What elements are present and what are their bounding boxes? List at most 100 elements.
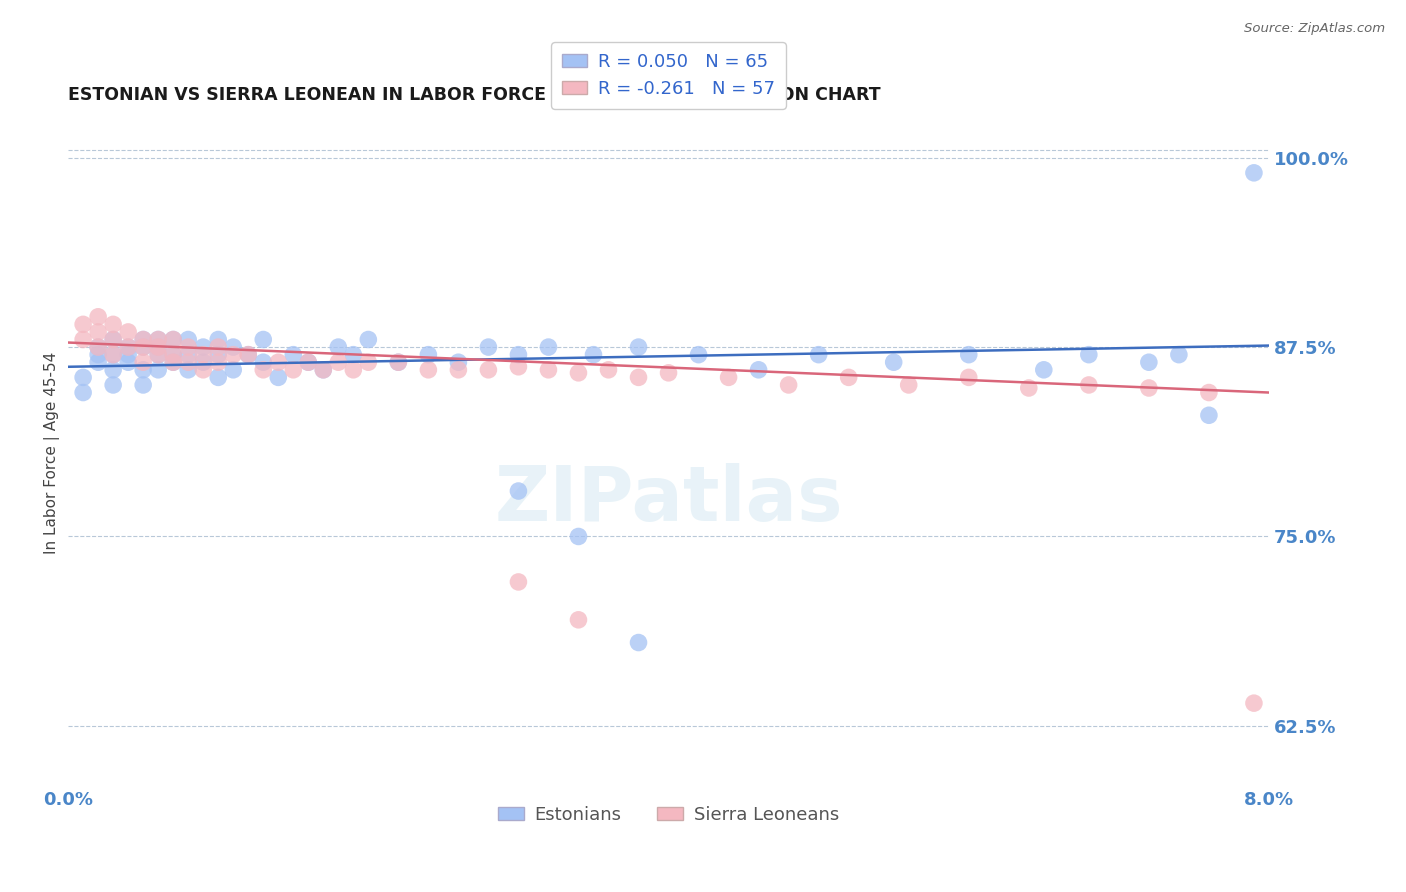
Point xyxy=(1243,166,1265,180)
Point xyxy=(1198,385,1220,400)
Point xyxy=(87,325,110,339)
Point xyxy=(1167,348,1189,362)
Point xyxy=(162,355,184,369)
Point xyxy=(297,355,319,369)
Point xyxy=(193,348,215,362)
Point xyxy=(101,333,124,347)
Point xyxy=(87,340,110,354)
Point xyxy=(162,348,184,362)
Point xyxy=(357,333,380,347)
Point xyxy=(357,355,380,369)
Point xyxy=(222,363,245,377)
Point xyxy=(148,333,170,347)
Point xyxy=(838,370,860,384)
Point xyxy=(148,363,170,377)
Point xyxy=(148,333,170,347)
Point xyxy=(117,340,139,354)
Point xyxy=(1198,409,1220,423)
Point xyxy=(717,370,740,384)
Text: ZIPatlas: ZIPatlas xyxy=(495,463,842,537)
Point xyxy=(117,355,139,369)
Point xyxy=(297,355,319,369)
Point xyxy=(447,363,470,377)
Point xyxy=(132,333,155,347)
Point xyxy=(1077,348,1099,362)
Point xyxy=(508,348,530,362)
Point xyxy=(567,529,589,543)
Point xyxy=(957,370,980,384)
Point xyxy=(177,363,200,377)
Point xyxy=(72,333,94,347)
Point xyxy=(387,355,409,369)
Point xyxy=(132,340,155,354)
Point xyxy=(177,348,200,362)
Point xyxy=(957,348,980,362)
Point xyxy=(328,355,350,369)
Point xyxy=(207,340,229,354)
Point xyxy=(87,355,110,369)
Point xyxy=(598,363,620,377)
Point xyxy=(132,363,155,377)
Point xyxy=(101,363,124,377)
Point xyxy=(1077,378,1099,392)
Legend: Estonians, Sierra Leoneans: Estonians, Sierra Leoneans xyxy=(491,798,846,830)
Point xyxy=(72,370,94,384)
Point xyxy=(132,340,155,354)
Point xyxy=(418,363,440,377)
Point xyxy=(207,355,229,369)
Point xyxy=(252,333,274,347)
Point xyxy=(193,340,215,354)
Point xyxy=(72,318,94,332)
Point xyxy=(222,348,245,362)
Point xyxy=(627,370,650,384)
Point xyxy=(132,333,155,347)
Point xyxy=(537,340,560,354)
Point xyxy=(193,355,215,369)
Text: Source: ZipAtlas.com: Source: ZipAtlas.com xyxy=(1244,22,1385,36)
Point xyxy=(117,340,139,354)
Point xyxy=(117,325,139,339)
Point xyxy=(627,635,650,649)
Point xyxy=(101,318,124,332)
Point xyxy=(101,348,124,362)
Point xyxy=(238,348,260,362)
Point xyxy=(312,363,335,377)
Point xyxy=(193,363,215,377)
Y-axis label: In Labor Force | Age 45-54: In Labor Force | Age 45-54 xyxy=(44,352,60,554)
Point xyxy=(387,355,409,369)
Point xyxy=(328,340,350,354)
Point xyxy=(807,348,830,362)
Point xyxy=(627,340,650,354)
Point xyxy=(508,574,530,589)
Point xyxy=(132,355,155,369)
Point xyxy=(567,613,589,627)
Point xyxy=(238,348,260,362)
Point xyxy=(177,340,200,354)
Point xyxy=(101,333,124,347)
Point xyxy=(148,340,170,354)
Point xyxy=(87,348,110,362)
Point xyxy=(72,385,94,400)
Point xyxy=(1018,381,1040,395)
Point xyxy=(207,348,229,362)
Point xyxy=(312,363,335,377)
Point xyxy=(101,378,124,392)
Point xyxy=(883,355,905,369)
Point xyxy=(87,310,110,324)
Point xyxy=(537,363,560,377)
Point xyxy=(283,363,305,377)
Point xyxy=(342,363,364,377)
Point xyxy=(252,355,274,369)
Point xyxy=(567,366,589,380)
Point xyxy=(418,348,440,362)
Point xyxy=(148,340,170,354)
Point xyxy=(162,333,184,347)
Point xyxy=(117,348,139,362)
Point xyxy=(748,363,770,377)
Point xyxy=(162,333,184,347)
Point xyxy=(162,355,184,369)
Point xyxy=(1032,363,1054,377)
Point xyxy=(582,348,605,362)
Point xyxy=(477,363,499,377)
Point xyxy=(1137,381,1160,395)
